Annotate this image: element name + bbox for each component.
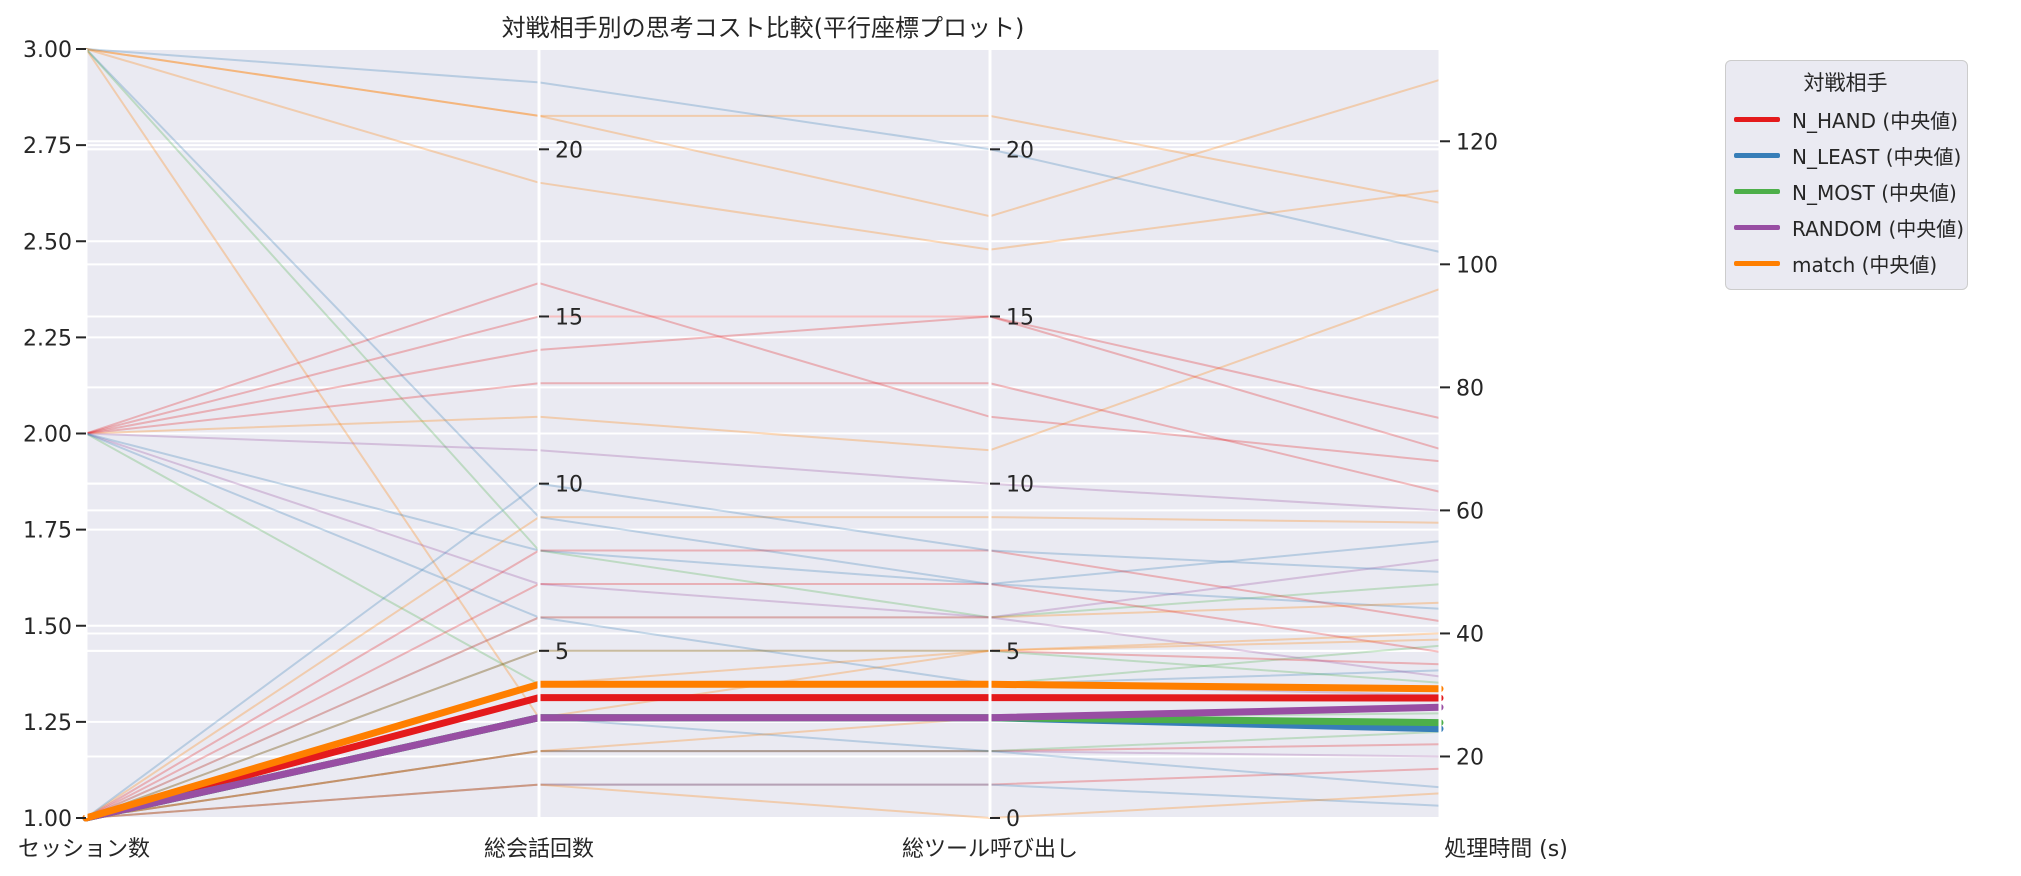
individual-line (85, 730, 1441, 819)
tick-label: 1.00 (23, 807, 72, 832)
tick-label: 20 (1006, 138, 1034, 163)
median-line (82, 703, 1444, 822)
axis-title: セッション数 (18, 837, 150, 862)
legend-items: N_HAND (中央値) N_LEAST (中央値) N_MOST (中央値) RAN… (1734, 101, 1964, 281)
legend-title: 対戦相手 (1803, 71, 1888, 95)
legend-swatch (1734, 188, 1780, 194)
legend-item: N_MOST (中央値) (1734, 173, 1957, 209)
individual-line (85, 48, 1441, 251)
tick-label: 10 (555, 473, 583, 498)
individual-line (85, 767, 1441, 819)
individual-line (85, 432, 1441, 610)
axis-title: 総ツール呼び出し (902, 837, 1078, 862)
legend-item: N_HAND (中央値) (1734, 101, 1959, 137)
individual-line (85, 432, 1441, 619)
tick-label: 80 (1456, 376, 1484, 401)
tick-label: 0 (1006, 807, 1020, 832)
individual-line (85, 516, 1441, 819)
tick-label: 1.75 (23, 519, 72, 544)
tick-label: 120 (1456, 130, 1498, 155)
tick-label: 40 (1456, 622, 1484, 647)
legend-item: RANDOM (中央値) (1734, 209, 1964, 245)
tick-label: 100 (1456, 253, 1498, 278)
tick-label: 10 (1006, 473, 1034, 498)
tick-label: 1.25 (23, 711, 72, 736)
tick-label: 2.75 (23, 134, 72, 159)
individual-line (85, 48, 1441, 218)
individual-line (85, 432, 1441, 512)
individual-line (85, 583, 1441, 819)
tick-label: 15 (1006, 305, 1034, 330)
individual-line (85, 750, 1441, 819)
legend-item: match (中央値) (1734, 245, 1957, 281)
individual-line (85, 601, 1441, 819)
tick-label: 15 (555, 305, 583, 330)
individual-line (85, 482, 1441, 819)
individual-line (85, 382, 1441, 493)
legend-label: match (中央値) (1792, 252, 1938, 277)
individual-line (85, 649, 1441, 819)
individual-line (85, 48, 1441, 586)
legend-label: RANDOM (中央値) (1792, 216, 1965, 241)
legend: 対戦相手 N_HAND (中央値) N_LEAST (中央値) N_MOST (中央… (1725, 60, 1968, 290)
chart-title: 対戦相手別の思考コスト比較(平行座標プロット) (502, 14, 1025, 42)
tick-label: 20 (555, 138, 583, 163)
tick-label: 2.25 (23, 326, 72, 351)
individual-line (85, 281, 1441, 463)
legend-label: N_HAND (中央値) (1792, 108, 1959, 133)
legend-label: N_LEAST (中央値) (1792, 144, 1962, 169)
individual-line (85, 315, 1441, 450)
legend-swatch (1734, 224, 1780, 230)
legend-swatch (1734, 116, 1780, 122)
individual-line (85, 743, 1441, 819)
tick-label: 20 (1456, 745, 1484, 770)
individual-line (85, 48, 1441, 253)
individual-line (85, 649, 1441, 819)
individual-line (85, 783, 1441, 820)
tick-label: 1.50 (23, 615, 72, 640)
individual-line (85, 616, 1441, 819)
individual-line (85, 287, 1441, 452)
median-series-lines (82, 680, 1444, 822)
legend-item: N_LEAST (中央値) (1734, 137, 1961, 173)
individual-line (85, 432, 1441, 686)
axis-title: 処理時間 (s) (1444, 837, 1568, 862)
tick-label: 3.00 (23, 38, 72, 63)
tick-label: 5 (555, 640, 569, 665)
individual-line (85, 549, 1441, 819)
axis-title: 総会話回数 (484, 837, 594, 862)
legend-swatch (1734, 260, 1780, 266)
axes: 1.00 1.25 1.50 1.75 2.00 2.25 2.50 2.75 3.00 セッショ… (18, 38, 1568, 862)
individual-line (85, 783, 1441, 819)
individual-line (85, 48, 1441, 204)
tick-label: 5 (1006, 640, 1020, 665)
tick-label: 60 (1456, 499, 1484, 524)
grid-lines (86, 48, 1440, 819)
tick-label: 2.50 (23, 230, 72, 255)
individual-line (85, 315, 1441, 435)
tick-label: 2.00 (23, 423, 72, 448)
median-line (82, 680, 1444, 822)
legend-swatch (1734, 152, 1780, 158)
legend-label: N_MOST (中央値) (1792, 180, 1957, 205)
median-line (82, 694, 1444, 822)
individual-line (85, 48, 1441, 619)
